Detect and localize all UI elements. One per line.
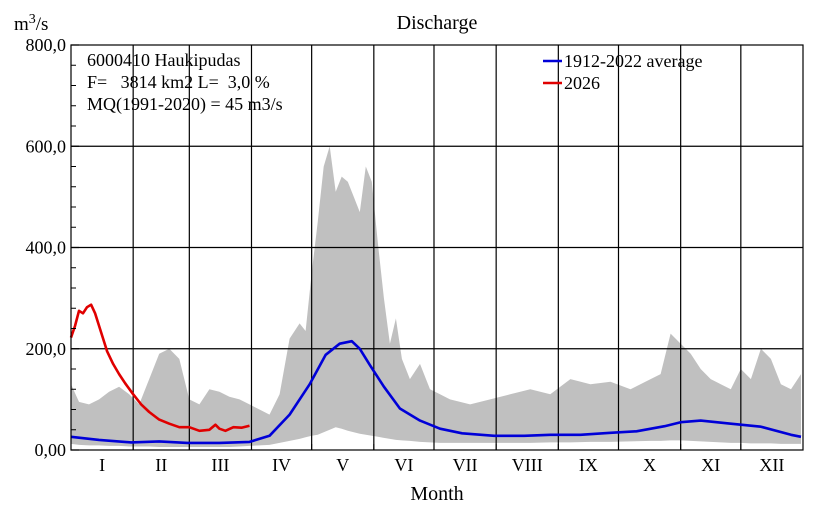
x-tick-label: XI <box>701 455 720 475</box>
x-tick-label: VI <box>394 455 413 475</box>
series-average-line <box>70 339 802 445</box>
station-line-3: MQ(1991-2020) = 45 m3/s <box>87 94 283 115</box>
legend-label-average: 1912-2022 average <box>564 51 702 71</box>
y-tick-label: 400,0 <box>26 238 67 258</box>
y-tick-label: 600,0 <box>26 136 67 156</box>
x-tick-label: V <box>336 455 349 475</box>
grid-layer <box>71 45 803 450</box>
x-tick-label: I <box>99 455 105 475</box>
station-line-2: F= 3814 km2 L= 3,0 % <box>87 72 270 92</box>
chart-title: Discharge <box>397 12 478 34</box>
range-band-area <box>71 146 801 448</box>
x-tick-label: XII <box>759 455 784 475</box>
station-line-1: 6000410 Haukipudas <box>87 50 240 70</box>
series-2026-line <box>69 303 250 433</box>
x-tick-label: X <box>643 455 656 475</box>
x-axis-label: Month <box>410 483 463 505</box>
legend-label-current: 2026 <box>564 73 600 93</box>
y-tick-label: 200,0 <box>26 339 67 359</box>
station-info-box: 6000410 Haukipudas F= 3814 km2 L= 3,0 % … <box>87 50 283 115</box>
plot-frame <box>70 44 804 451</box>
x-tick-label: IV <box>272 455 291 475</box>
x-tick-label: IX <box>579 455 598 475</box>
x-tick-label: VII <box>453 455 478 475</box>
series-layer <box>69 303 802 445</box>
y-tick-label: 800,0 <box>26 35 67 55</box>
y-tick-label: 0,00 <box>35 440 67 460</box>
x-tick-label: VIII <box>512 455 543 475</box>
range-band-layer <box>71 146 801 448</box>
y-unit-label: m3/s <box>14 12 48 35</box>
x-tick-label: III <box>211 455 229 475</box>
legend: 1912-2022 average 2026 <box>543 51 702 93</box>
x-tick-label: II <box>155 455 167 475</box>
